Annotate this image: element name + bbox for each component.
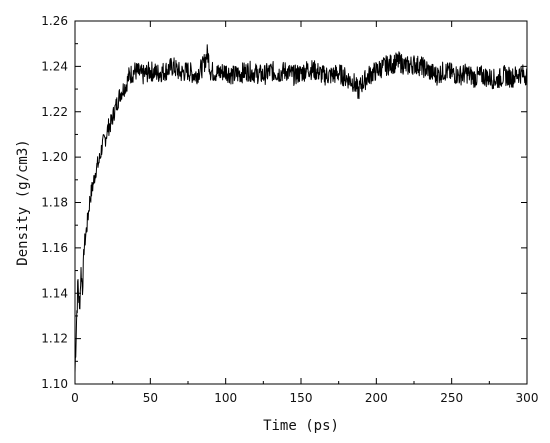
y-tick-label: 1.24 <box>41 59 68 73</box>
x-tick-label: 250 <box>440 391 463 405</box>
x-tick-label: 0 <box>71 391 79 405</box>
x-tick-label: 50 <box>143 391 158 405</box>
x-tick-label: 300 <box>516 391 539 405</box>
y-tick-label: 1.26 <box>41 14 68 28</box>
y-tick-label: 1.14 <box>41 286 68 300</box>
y-axis-label: Density (g/cm3) <box>15 139 31 265</box>
y-tick-label: 1.18 <box>41 196 68 210</box>
x-tick-label: 200 <box>365 391 388 405</box>
x-tick-label: 150 <box>290 391 313 405</box>
x-axis-label: Time (ps) <box>263 418 339 434</box>
tick-labels-layer: 0 50 100 150 200 250 300 1.10 1.12 1.14 1.16 1.18 1.… <box>41 14 538 405</box>
y-tick-label: 1.22 <box>41 105 68 119</box>
y-tick-label: 1.16 <box>41 241 68 255</box>
series-line-density <box>74 44 528 373</box>
x-tick-label: 100 <box>214 391 237 405</box>
plot-frame <box>74 20 528 385</box>
y-tick-label: 1.10 <box>41 377 68 391</box>
y-tick-label: 1.20 <box>41 150 68 164</box>
y-tick-label: 1.12 <box>41 332 68 346</box>
